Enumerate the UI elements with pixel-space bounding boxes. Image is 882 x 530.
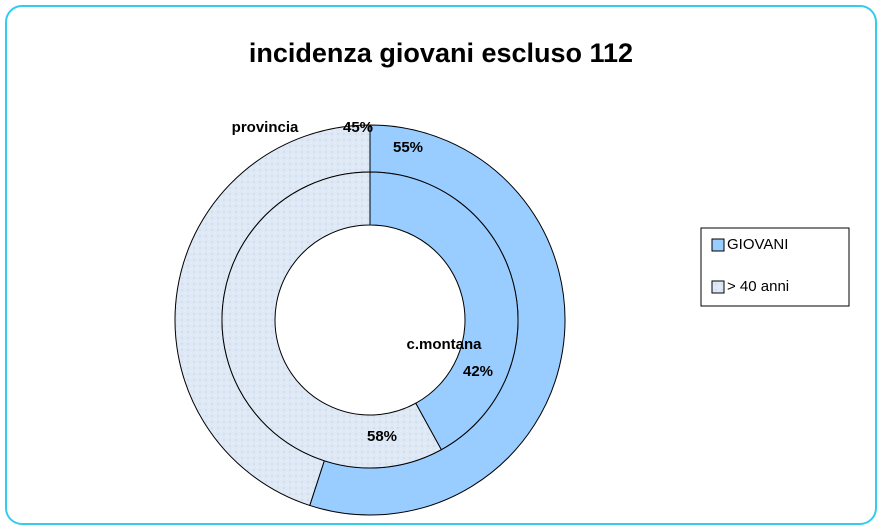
doughnut-segment — [369, 171, 519, 451]
legend — [700, 227, 850, 307]
series-label: c.montana — [406, 336, 482, 353]
legend-swatch — [711, 238, 725, 252]
doughnut-segment — [221, 171, 442, 469]
legend-label: > 40 anni — [727, 278, 789, 295]
data-label: 42% — [463, 363, 493, 380]
data-label: 58% — [367, 428, 397, 445]
legend-swatch — [711, 280, 725, 294]
data-label: 45% — [343, 119, 373, 136]
legend-label: GIOVANI — [727, 236, 788, 253]
chart-title: incidenza giovani escluso 112 — [249, 38, 633, 68]
data-label: 55% — [393, 139, 423, 156]
series-label: provincia — [232, 119, 299, 136]
